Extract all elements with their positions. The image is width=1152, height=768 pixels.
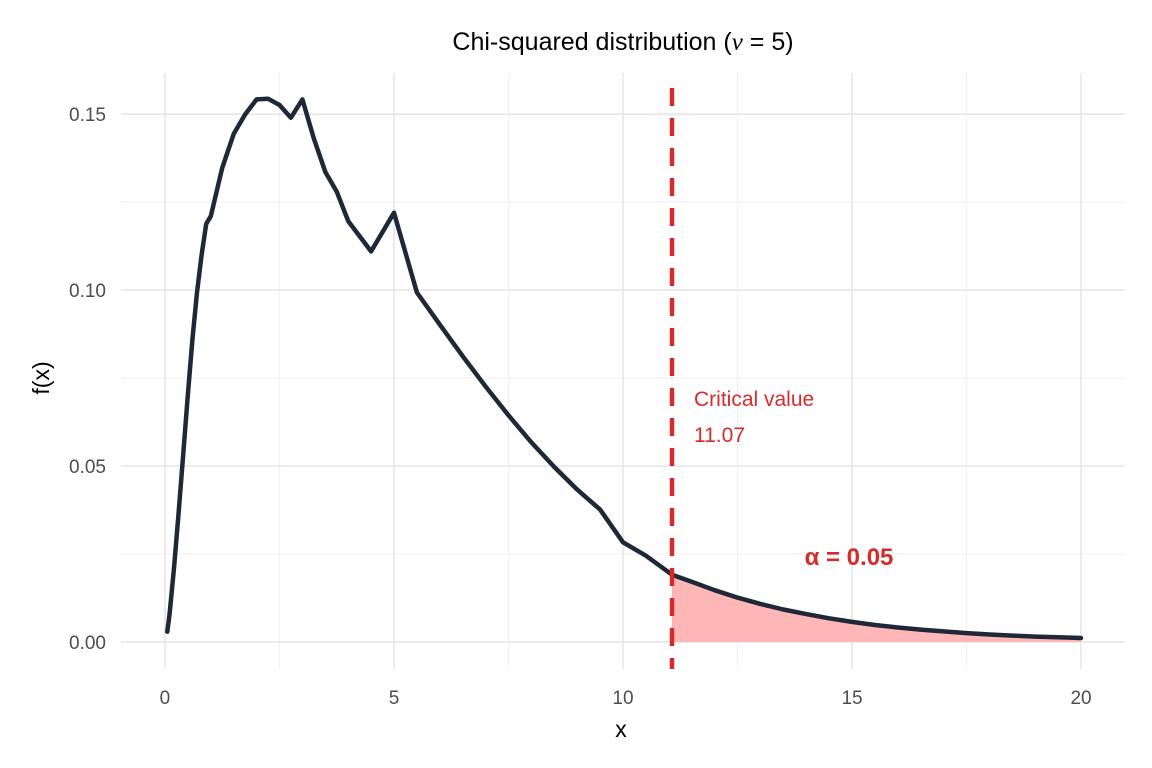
title-nu-symbol: ν bbox=[732, 29, 744, 56]
title-suffix: ) bbox=[785, 28, 793, 56]
title-equals: = bbox=[743, 28, 772, 56]
grid bbox=[121, 73, 1125, 669]
chart-title: Chi-squared distribution (ν = 5) bbox=[452, 28, 793, 56]
x-tick-label: 15 bbox=[841, 688, 862, 709]
y-axis-title: f(x) bbox=[28, 361, 54, 394]
x-tick-label: 5 bbox=[389, 688, 400, 709]
x-tick-label: 0 bbox=[160, 688, 171, 709]
y-tick-label: 0.05 bbox=[69, 457, 106, 478]
y-axis-ticks: 0.00 0.05 0.10 0.15 bbox=[69, 105, 106, 654]
rejection-region-shade bbox=[672, 574, 1081, 642]
density-curve bbox=[165, 96, 1084, 641]
x-tick-label: 20 bbox=[1070, 688, 1091, 709]
title-prefix: Chi-squared distribution ( bbox=[452, 28, 732, 56]
alpha-label: α = 0.05 bbox=[805, 544, 894, 571]
title-value: 5 bbox=[771, 28, 785, 56]
critical-value-annotation-label: Critical value bbox=[694, 388, 814, 411]
x-axis-title: x bbox=[615, 716, 627, 742]
y-tick-label: 0.00 bbox=[69, 633, 106, 654]
y-tick-label: 0.10 bbox=[69, 281, 106, 302]
x-tick-label: 10 bbox=[612, 688, 633, 709]
y-tick-label: 0.15 bbox=[69, 105, 106, 126]
critical-value-annotation-value: 11.07 bbox=[694, 424, 745, 447]
x-axis-ticks: 0 5 10 15 20 bbox=[160, 688, 1092, 709]
